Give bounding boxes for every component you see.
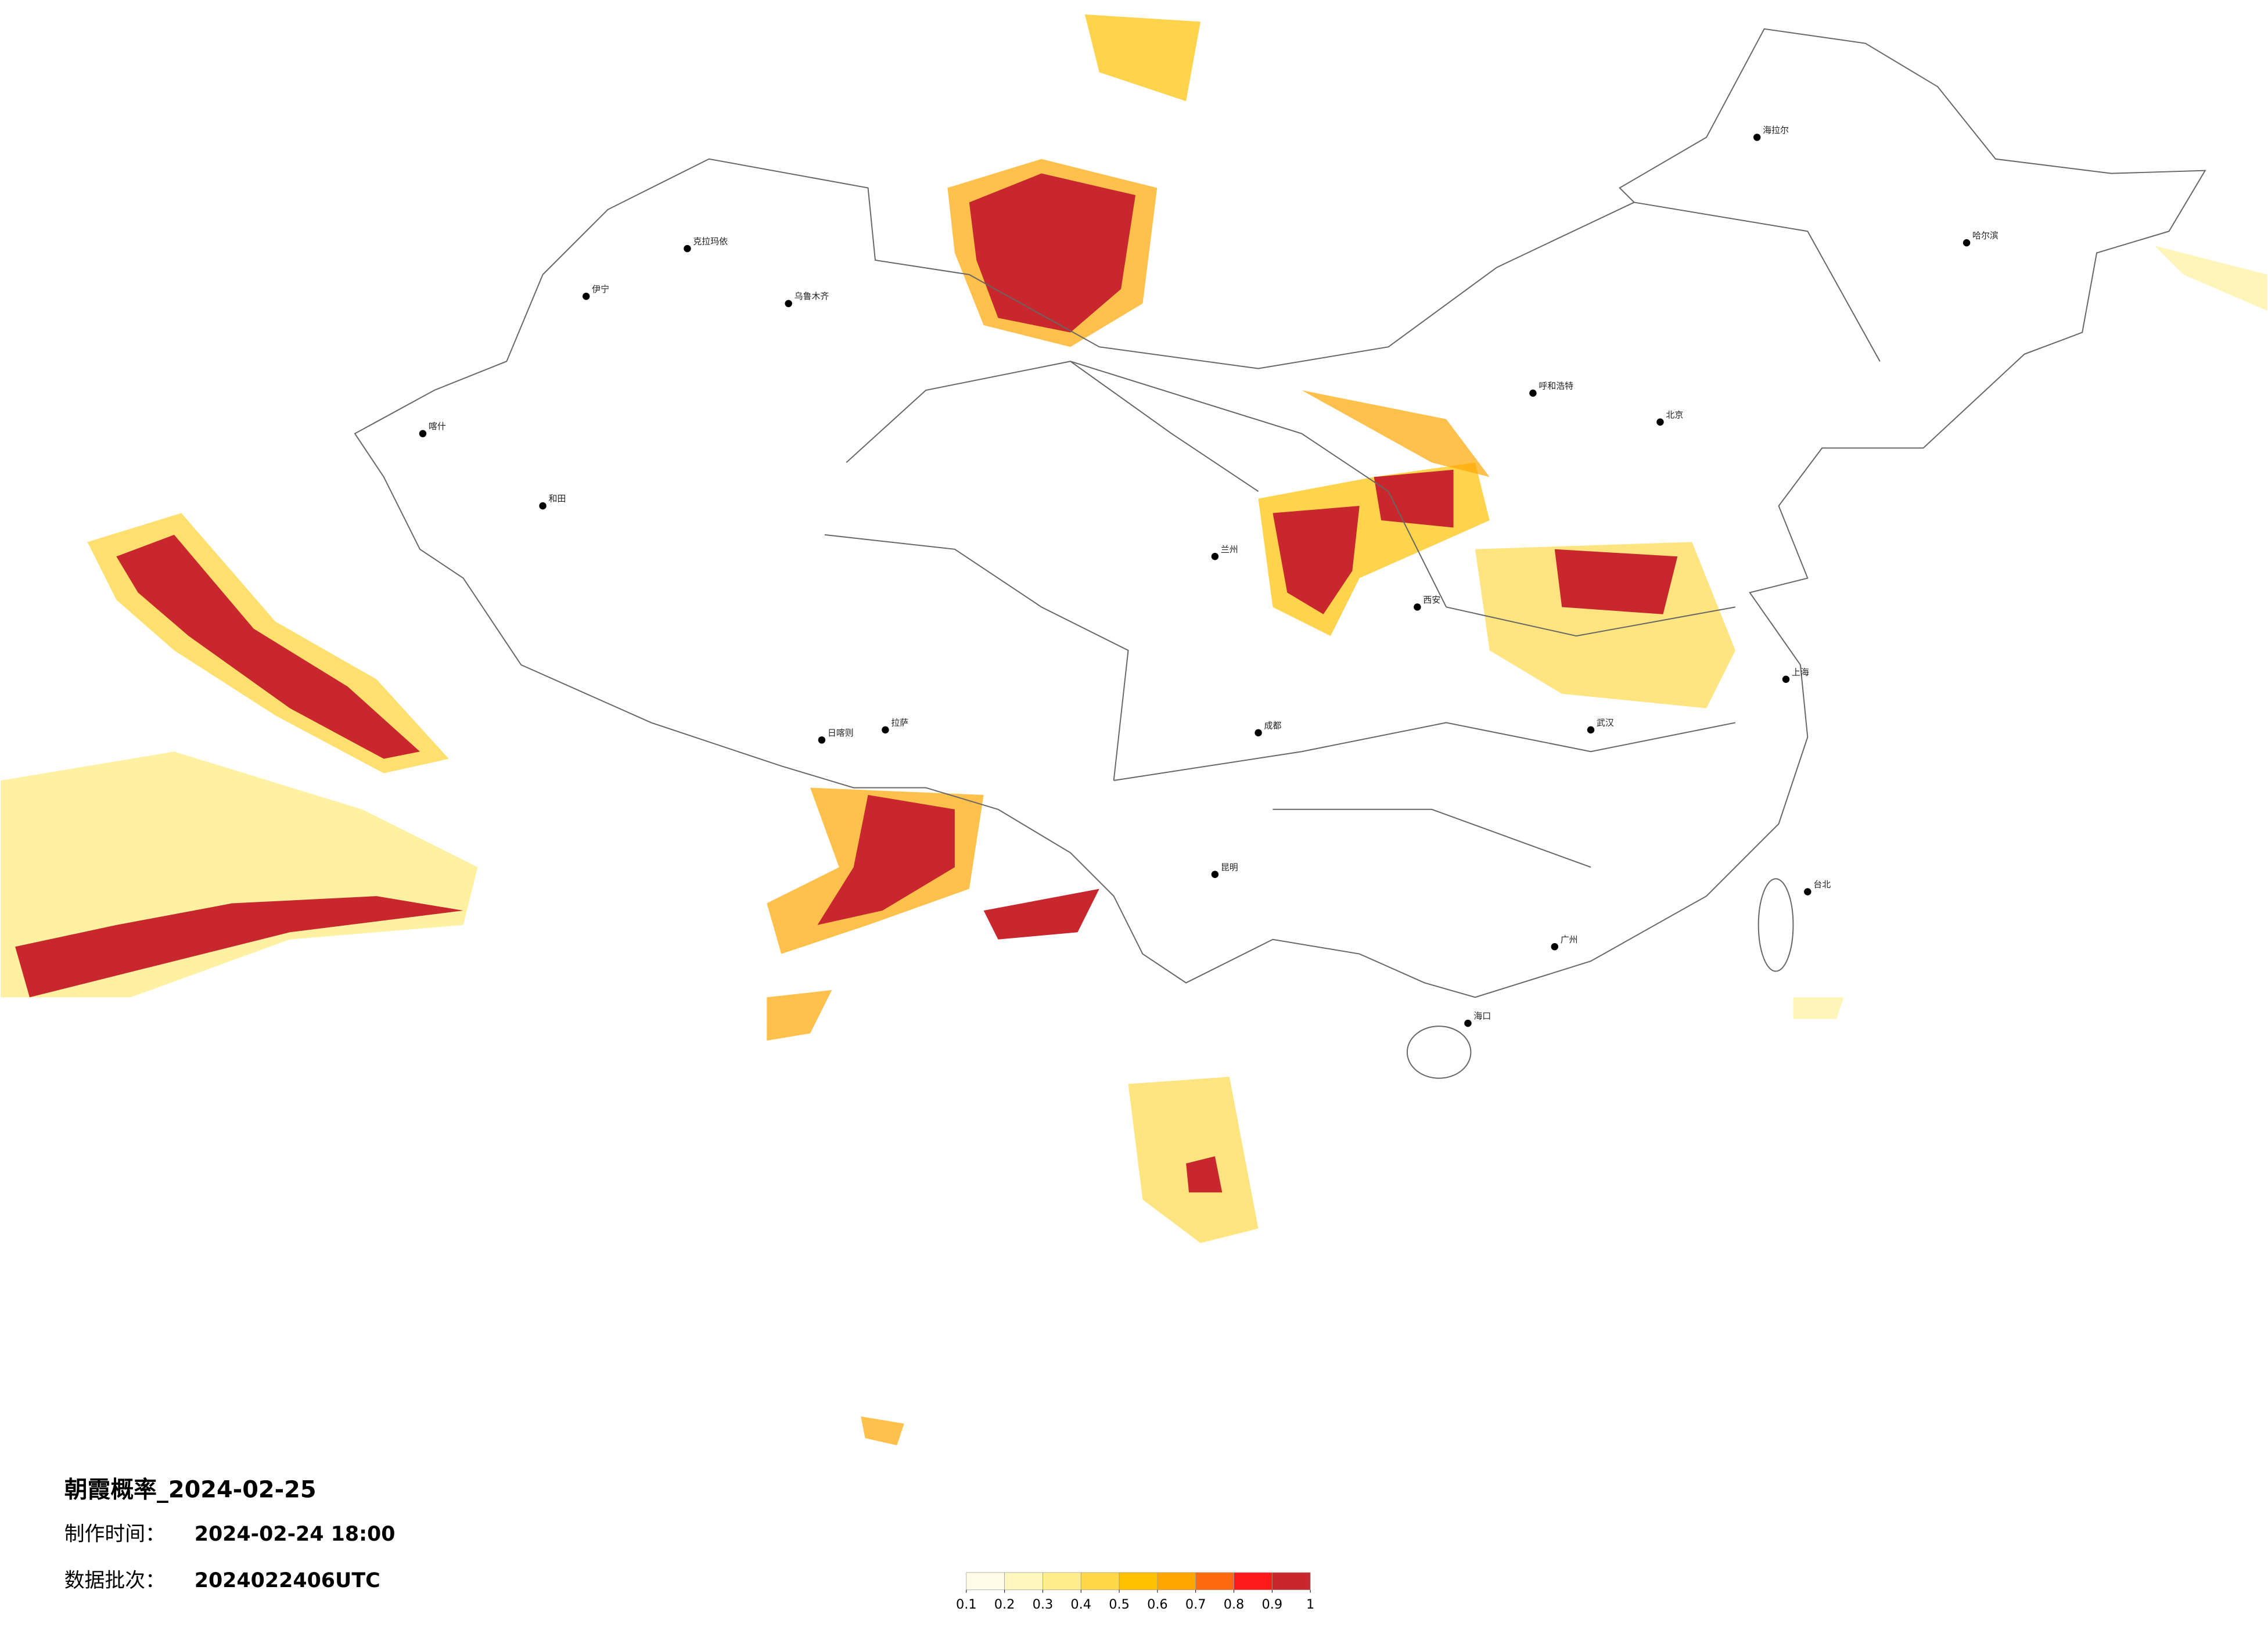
city-label: 伊宁	[592, 284, 609, 294]
colorbar-swatch	[1043, 1572, 1081, 1591]
prob-area	[817, 794, 955, 925]
colorbar-tick-label: 0.1	[956, 1597, 977, 1612]
colorbar-swatch	[1004, 1572, 1043, 1591]
colorbar-tick-label: 0.4	[1070, 1597, 1091, 1612]
colorbar-tick-label: 0.8	[1224, 1597, 1245, 1612]
city-label: 台北	[1813, 879, 1831, 890]
city-dot	[1464, 1019, 1472, 1027]
batch-label: 数据批次：	[64, 1569, 166, 1592]
batch-value: 2024022406UTC	[195, 1569, 380, 1592]
taiwan	[1757, 878, 1794, 972]
prob-area	[15, 896, 463, 998]
city-label: 兰州	[1221, 544, 1238, 555]
city-label: 和田	[549, 494, 566, 504]
city-label: 海拉尔	[1763, 125, 1789, 135]
city-label: 北京	[1666, 409, 1683, 420]
probability-field	[1, 14, 2267, 1445]
city-dot	[882, 726, 889, 734]
prob-area	[861, 1416, 904, 1445]
city-dot	[1414, 603, 1421, 611]
colorbar-swatch	[1234, 1572, 1273, 1591]
prob-area	[1374, 469, 1454, 528]
title: 朝霞概率_2024-02-25	[64, 1476, 317, 1503]
city-dot	[1587, 726, 1595, 734]
hainan	[1406, 1026, 1472, 1079]
colorbar: 0.1 0.2 0.3 0.4 0.5 0.6 0.7 0.8 0.9 1	[956, 1572, 1314, 1612]
city-label: 乌鲁木齐	[795, 291, 829, 301]
city-label: 哈尔滨	[1972, 231, 1999, 241]
city-dot	[1529, 389, 1537, 397]
city-label: 成都	[1264, 720, 1282, 731]
city-label: 广州	[1561, 934, 1578, 945]
city-label: 上海	[1792, 667, 1809, 677]
city-dot	[1255, 729, 1262, 737]
colorbar-tick-label: 0.7	[1185, 1597, 1206, 1612]
prob-area	[2154, 246, 2267, 311]
city-dot	[1211, 553, 1219, 560]
prob-area	[1793, 997, 1844, 1019]
city-dot	[1656, 418, 1664, 426]
colorbar-swatch	[1080, 1572, 1120, 1591]
city-dot	[419, 430, 427, 437]
city-dot	[1211, 870, 1219, 878]
made-value: 2024-02-24 18:00	[195, 1523, 396, 1546]
city-dot	[1963, 239, 1971, 247]
city-dot	[818, 736, 826, 744]
city-dot	[582, 293, 590, 300]
prob-area	[116, 534, 420, 759]
colorbar-tick-label: 1	[1306, 1597, 1314, 1612]
city-label: 海口	[1473, 1011, 1491, 1021]
country-border	[354, 28, 2206, 998]
made-label: 制作时间：	[64, 1523, 166, 1546]
colorbar-swatch	[1195, 1572, 1234, 1591]
colorbar-tick-label: 0.3	[1033, 1597, 1054, 1612]
prob-area	[1302, 390, 1490, 477]
prob-area	[983, 888, 1099, 940]
prob-area	[1554, 549, 1678, 614]
city-dot	[684, 244, 691, 253]
prob-area	[1273, 506, 1360, 614]
borders	[354, 28, 2206, 1079]
province-border	[824, 202, 1881, 868]
city-label: 武汉	[1597, 717, 1614, 728]
prob-area	[1186, 1156, 1223, 1193]
colorbar-tick-label: 0.2	[994, 1597, 1015, 1612]
prob-area	[1128, 1077, 1259, 1243]
city-label: 喀什	[429, 421, 446, 431]
city-label: 克拉玛依	[693, 236, 728, 247]
city-label: 呼和浩特	[1539, 381, 1573, 391]
city-dot	[785, 300, 792, 307]
city-dot	[539, 502, 547, 510]
city-dot	[1551, 943, 1558, 951]
prob-area	[969, 173, 1135, 333]
colorbar-swatch	[1157, 1572, 1196, 1591]
city-dot	[1782, 675, 1790, 683]
colorbar-swatch	[1119, 1572, 1158, 1591]
colorbar-swatch	[1271, 1572, 1311, 1591]
city-label: 昆明	[1221, 862, 1238, 872]
colorbar-tick-label: 0.6	[1147, 1597, 1168, 1612]
city-label: 西安	[1423, 595, 1440, 605]
colorbar-tick-label: 0.9	[1262, 1597, 1283, 1612]
city-dot	[1804, 888, 1811, 895]
colorbar-tick-label: 0.5	[1109, 1597, 1130, 1612]
prob-area	[1084, 14, 1201, 102]
colorbar-swatch	[966, 1572, 1005, 1591]
prob-area	[767, 990, 832, 1041]
city-label: 日喀则	[828, 728, 854, 738]
city-dot	[1753, 134, 1761, 141]
city-label: 拉萨	[891, 717, 908, 728]
